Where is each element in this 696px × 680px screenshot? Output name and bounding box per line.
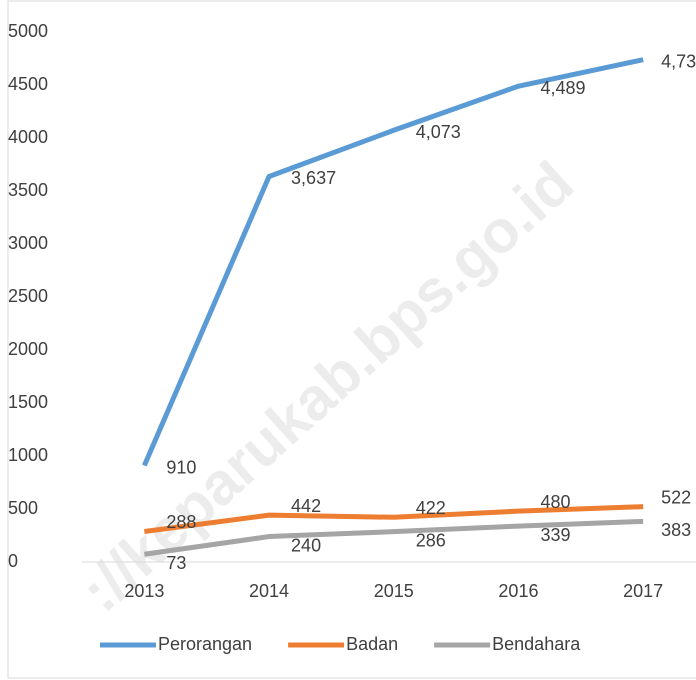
data-label: 4,073	[416, 122, 461, 142]
y-tick-label: 4000	[8, 127, 48, 147]
legend-label: Bendahara	[492, 634, 581, 654]
data-label: 422	[416, 498, 446, 518]
data-label: 522	[661, 487, 691, 507]
x-tick-label: 2013	[124, 581, 164, 601]
series-line	[143, 518, 644, 557]
data-label: 442	[291, 496, 321, 516]
series-line	[144, 504, 644, 534]
y-tick-label: 3000	[8, 233, 48, 253]
legend-label: Perorangan	[158, 634, 252, 654]
y-tick-label: 2500	[8, 286, 48, 306]
y-tick-label: 0	[8, 551, 18, 571]
x-tick-label: 2017	[623, 581, 663, 601]
x-tick-label: 2016	[498, 581, 538, 601]
data-label: 73	[166, 553, 186, 573]
data-label: 339	[540, 525, 570, 545]
series-line	[142, 57, 644, 467]
y-tick-label: 4500	[8, 74, 48, 94]
data-label: 3,637	[291, 168, 336, 188]
y-tick-label: 500	[8, 498, 38, 518]
data-label: 4,489	[540, 78, 585, 98]
legend-label: Badan	[346, 634, 398, 654]
data-label: 288	[166, 512, 196, 532]
data-label: 286	[416, 530, 446, 550]
data-label: 910	[166, 457, 196, 477]
y-tick-label: 2000	[8, 339, 48, 359]
data-label: 480	[540, 492, 570, 512]
data-label: 240	[291, 535, 321, 555]
y-tick-label: 1000	[8, 445, 48, 465]
data-label: 383	[661, 520, 691, 540]
data-label: 4,739	[661, 51, 696, 71]
y-tick-label: 5000	[8, 21, 48, 41]
x-tick-label: 2014	[249, 581, 289, 601]
chart-frame	[7, 0, 696, 679]
x-tick-label: 2015	[374, 581, 414, 601]
y-tick-label: 3500	[8, 180, 48, 200]
y-tick-label: 1500	[8, 392, 48, 412]
